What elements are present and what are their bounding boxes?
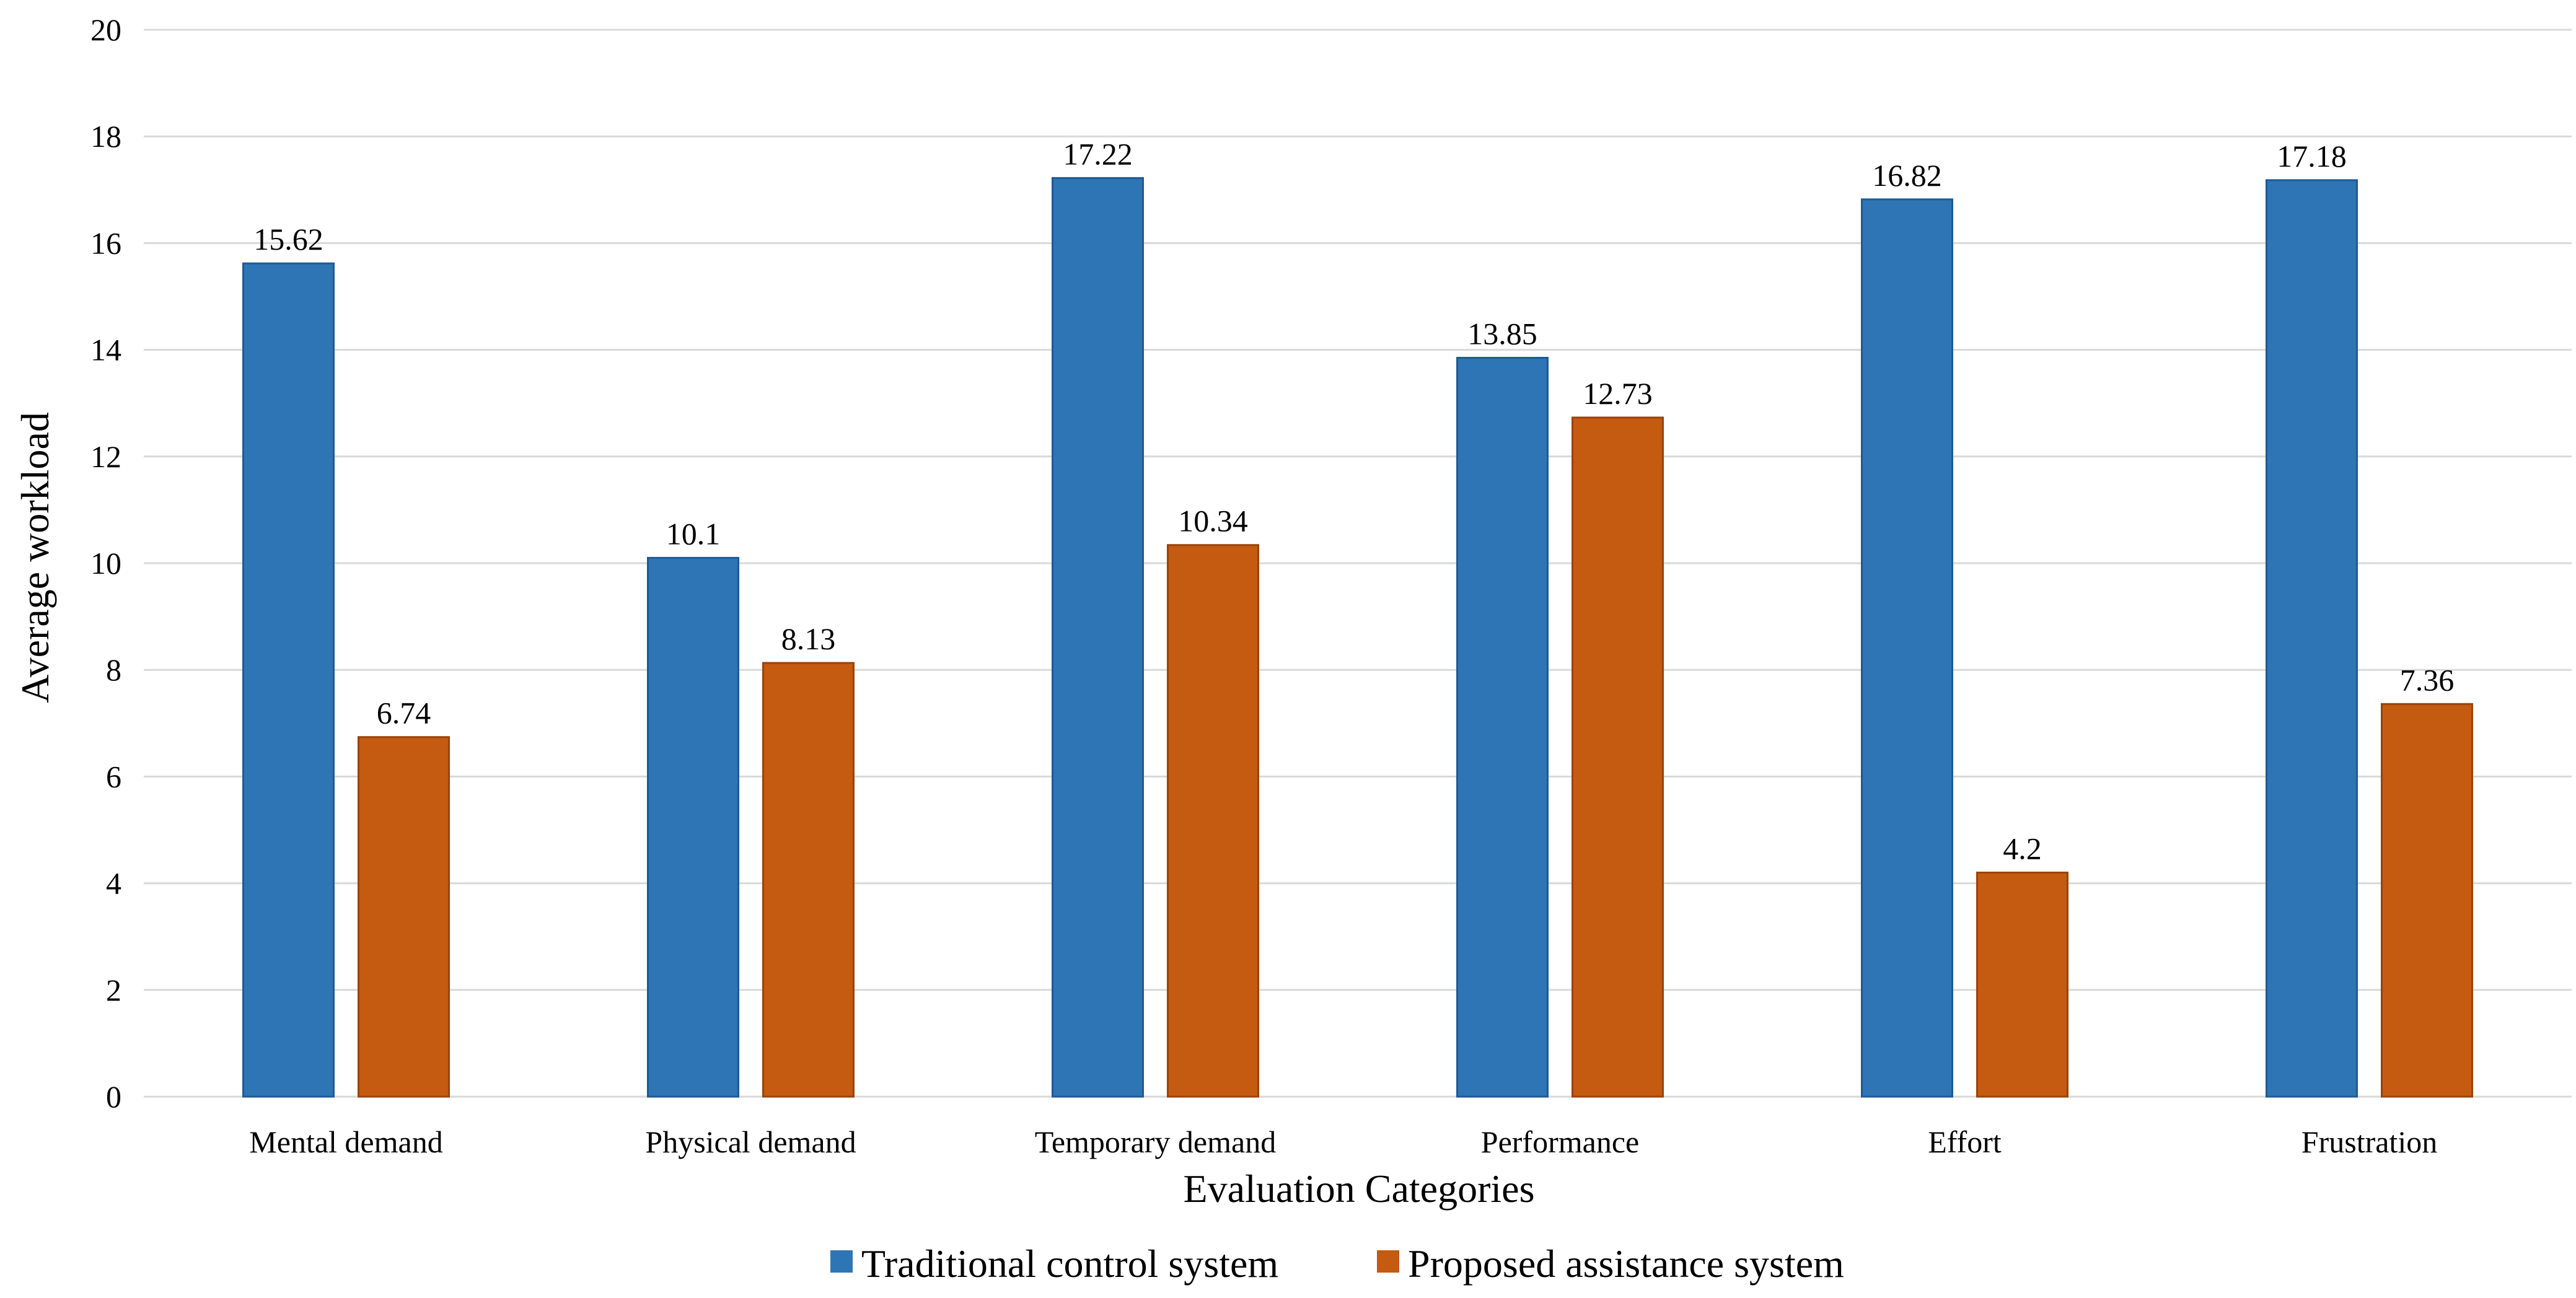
y-tick-label: 2 bbox=[106, 973, 121, 1007]
bar-proposed bbox=[2381, 703, 2473, 1098]
x-tick-label: Effort bbox=[1928, 1125, 2002, 1159]
bar-traditional bbox=[1052, 177, 1144, 1098]
y-tick-label: 12 bbox=[90, 439, 121, 474]
y-axis-title: Average workload bbox=[13, 412, 57, 703]
x-tick-label: Physical demand bbox=[645, 1125, 856, 1159]
x-tick-label: Temporary demand bbox=[1035, 1125, 1276, 1159]
y-tick-label: 20 bbox=[90, 12, 121, 47]
x-tick-label: Mental demand bbox=[249, 1125, 442, 1159]
bar-traditional bbox=[1861, 198, 1953, 1098]
bar-traditional bbox=[2266, 179, 2358, 1098]
data-labels: 15.62 6.74 10.1 8.13 17.22 10.34 13.85 12.73 16.… bbox=[253, 136, 2454, 866]
bar-proposed bbox=[358, 736, 450, 1098]
data-label: 7.36 bbox=[2400, 662, 2455, 697]
data-label: 13.85 bbox=[1467, 317, 1537, 351]
data-label: 17.18 bbox=[2277, 139, 2347, 173]
y-tick-label: 10 bbox=[90, 546, 121, 581]
y-tick-label: 16 bbox=[90, 226, 121, 260]
bars bbox=[242, 177, 2473, 1098]
data-label: 10.1 bbox=[666, 516, 721, 551]
y-tick-label: 0 bbox=[106, 1079, 121, 1114]
y-tick-label: 4 bbox=[106, 866, 121, 901]
bar-traditional bbox=[647, 556, 739, 1098]
data-label: 12.73 bbox=[1583, 376, 1653, 411]
bar-proposed bbox=[762, 662, 855, 1098]
y-tick-label: 8 bbox=[106, 652, 121, 687]
bar-proposed bbox=[1167, 544, 1259, 1098]
x-axis-categories: Mental demand Physical demand Temporary de… bbox=[249, 1125, 2437, 1159]
y-tick-label: 18 bbox=[90, 119, 121, 154]
legend-label-traditional: Traditional control system bbox=[861, 1242, 1278, 1286]
data-label: 6.74 bbox=[377, 696, 431, 730]
data-label: 8.13 bbox=[781, 621, 836, 656]
bar-proposed bbox=[1572, 416, 1664, 1098]
data-label: 17.22 bbox=[1063, 136, 1133, 171]
y-axis-ticks: 0 2 4 6 8 10 12 14 16 18 20 bbox=[90, 12, 121, 1114]
x-axis-title: Evaluation Categories bbox=[1184, 1167, 1535, 1211]
gridlines bbox=[144, 29, 2572, 1098]
x-tick-label: Frustration bbox=[2301, 1125, 2437, 1159]
legend-label-proposed: Proposed assistance system bbox=[1408, 1242, 1844, 1286]
data-label: 10.34 bbox=[1178, 504, 1248, 538]
legend-swatch-proposed bbox=[1377, 1250, 1399, 1273]
legend-swatch-traditional bbox=[830, 1250, 853, 1273]
y-tick-label: 14 bbox=[90, 333, 121, 367]
legend: Traditional control system Proposed assi… bbox=[830, 1242, 1844, 1286]
bar-traditional bbox=[242, 262, 335, 1098]
data-label: 4.2 bbox=[2003, 831, 2042, 866]
data-label: 16.82 bbox=[1872, 158, 1942, 193]
bar-proposed bbox=[1976, 871, 2068, 1098]
bar-traditional bbox=[1456, 357, 1549, 1098]
y-tick-label: 6 bbox=[106, 759, 121, 794]
x-tick-label: Performance bbox=[1481, 1125, 1639, 1159]
data-label: 15.62 bbox=[253, 222, 323, 257]
